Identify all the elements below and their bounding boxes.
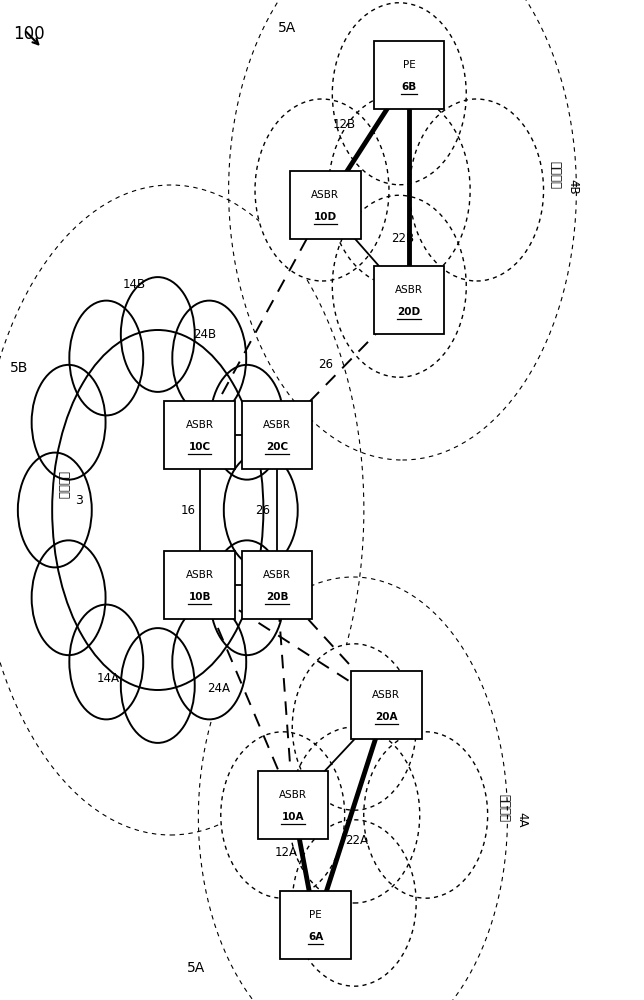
FancyBboxPatch shape: [290, 171, 361, 239]
Text: ASBR: ASBR: [311, 190, 339, 200]
Ellipse shape: [221, 732, 345, 898]
Text: ASBR: ASBR: [185, 570, 214, 580]
Text: 26: 26: [255, 504, 270, 516]
Text: 20A: 20A: [375, 712, 397, 722]
Text: ASBR: ASBR: [395, 285, 423, 295]
Text: 26: 26: [317, 359, 333, 371]
Circle shape: [18, 453, 92, 567]
Text: 12A: 12A: [275, 846, 298, 858]
Circle shape: [173, 605, 246, 719]
Text: PE: PE: [309, 910, 322, 920]
Circle shape: [210, 365, 284, 480]
Text: ASBR: ASBR: [372, 690, 401, 700]
Circle shape: [70, 605, 143, 719]
Text: 20B: 20B: [266, 592, 288, 602]
Text: 24A: 24A: [207, 682, 231, 694]
FancyBboxPatch shape: [164, 551, 235, 619]
Circle shape: [173, 301, 246, 415]
Text: 14B: 14B: [122, 277, 146, 290]
Text: 22A: 22A: [345, 834, 368, 846]
Circle shape: [210, 540, 284, 655]
Text: 20D: 20D: [397, 307, 421, 317]
Ellipse shape: [332, 3, 466, 185]
Ellipse shape: [328, 94, 470, 286]
Ellipse shape: [289, 727, 420, 903]
Text: 12B: 12B: [333, 118, 356, 131]
Text: 6B: 6B: [401, 82, 417, 92]
Ellipse shape: [364, 732, 488, 898]
Text: ASBR: ASBR: [263, 570, 291, 580]
Ellipse shape: [410, 99, 544, 281]
Text: PE: PE: [402, 60, 415, 70]
Circle shape: [121, 277, 194, 392]
Text: 10B: 10B: [189, 592, 211, 602]
Text: 5A: 5A: [278, 21, 296, 35]
Text: ASBR: ASBR: [263, 420, 291, 430]
Ellipse shape: [332, 195, 466, 377]
Text: 5A: 5A: [187, 961, 205, 975]
FancyBboxPatch shape: [280, 891, 351, 959]
Text: 10A: 10A: [282, 812, 304, 822]
Circle shape: [224, 453, 298, 567]
Text: 3: 3: [75, 493, 82, 506]
FancyBboxPatch shape: [374, 41, 444, 109]
Text: 自治系统: 自治系统: [549, 161, 562, 189]
Text: 10C: 10C: [189, 442, 211, 452]
Text: ASBR: ASBR: [185, 420, 214, 430]
Text: 4B: 4B: [567, 179, 580, 195]
Text: 10D: 10D: [314, 212, 337, 222]
Ellipse shape: [292, 820, 416, 986]
Text: 公共核心: 公共核心: [57, 471, 70, 499]
Text: 24B: 24B: [193, 328, 216, 340]
Circle shape: [32, 365, 106, 480]
FancyBboxPatch shape: [374, 266, 444, 334]
FancyBboxPatch shape: [351, 671, 422, 739]
Text: ASBR: ASBR: [279, 790, 307, 800]
Text: 自治系统: 自治系统: [497, 794, 510, 822]
FancyBboxPatch shape: [242, 551, 312, 619]
FancyBboxPatch shape: [164, 401, 235, 469]
Ellipse shape: [255, 99, 389, 281]
Ellipse shape: [292, 644, 416, 810]
Text: 5B: 5B: [10, 361, 28, 375]
Ellipse shape: [52, 330, 263, 690]
Text: 6A: 6A: [308, 932, 323, 942]
Circle shape: [70, 301, 143, 415]
Text: 100: 100: [13, 25, 44, 43]
FancyBboxPatch shape: [258, 771, 328, 839]
Circle shape: [121, 628, 194, 743]
Text: 16: 16: [180, 504, 196, 516]
Text: 22B: 22B: [391, 232, 414, 244]
Text: 4A: 4A: [515, 812, 528, 828]
Text: 14A: 14A: [97, 672, 120, 684]
Circle shape: [32, 540, 106, 655]
Text: 20C: 20C: [266, 442, 288, 452]
FancyBboxPatch shape: [242, 401, 312, 469]
